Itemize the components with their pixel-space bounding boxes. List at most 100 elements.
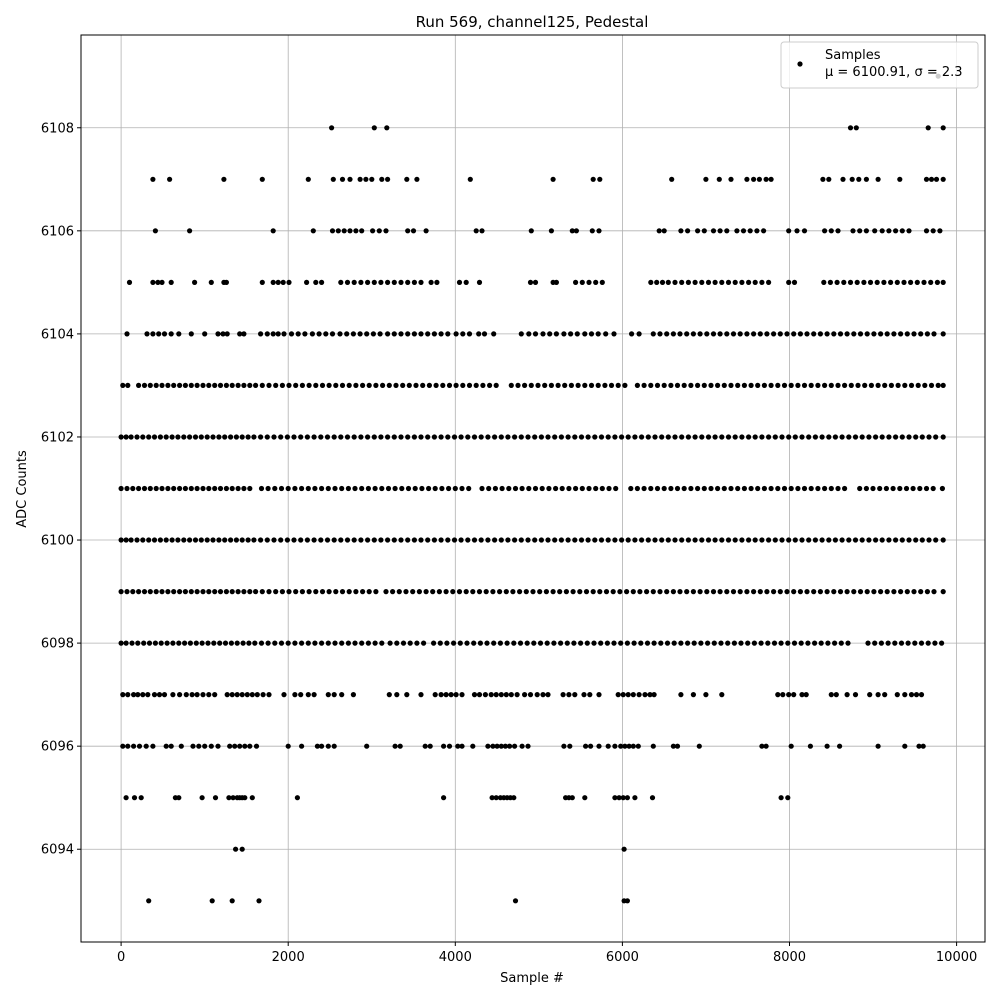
data-point bbox=[371, 537, 377, 543]
y-tick-label: 6104 bbox=[41, 327, 74, 342]
data-point bbox=[259, 176, 265, 182]
data-point bbox=[291, 537, 297, 543]
data-point bbox=[757, 331, 763, 337]
data-point bbox=[147, 589, 153, 595]
data-point bbox=[599, 485, 605, 492]
data-point bbox=[542, 382, 548, 388]
data-point bbox=[792, 434, 798, 440]
data-point bbox=[871, 331, 877, 337]
data-point bbox=[434, 279, 440, 285]
data-point bbox=[786, 279, 792, 285]
data-point bbox=[678, 640, 684, 646]
data-point bbox=[129, 640, 135, 646]
data-point bbox=[668, 485, 674, 492]
data-point bbox=[716, 176, 722, 182]
data-point bbox=[359, 485, 365, 492]
data-point bbox=[890, 485, 896, 492]
data-point bbox=[378, 537, 384, 543]
data-point bbox=[759, 537, 765, 543]
data-point bbox=[584, 640, 590, 646]
data-point bbox=[918, 640, 925, 646]
data-point bbox=[228, 640, 234, 646]
data-point bbox=[764, 331, 770, 337]
data-point bbox=[270, 228, 276, 234]
data-point bbox=[712, 434, 718, 440]
data-point bbox=[217, 640, 223, 646]
data-point bbox=[331, 692, 337, 698]
data-point bbox=[147, 485, 153, 492]
data-point bbox=[612, 743, 618, 749]
data-point bbox=[208, 279, 214, 285]
data-point bbox=[815, 382, 821, 388]
data-point bbox=[717, 228, 723, 234]
data-point bbox=[376, 228, 382, 234]
data-point bbox=[481, 331, 488, 337]
data-point bbox=[387, 640, 393, 646]
data-point bbox=[654, 485, 661, 492]
data-point bbox=[423, 589, 429, 595]
data-point bbox=[578, 434, 585, 440]
data-point bbox=[131, 795, 138, 801]
data-point bbox=[604, 640, 611, 646]
data-point bbox=[744, 589, 750, 595]
data-point bbox=[741, 382, 748, 388]
data-point bbox=[872, 228, 878, 234]
data-point bbox=[926, 537, 932, 543]
data-point bbox=[940, 279, 946, 285]
data-point bbox=[352, 640, 358, 646]
data-point bbox=[418, 331, 424, 337]
data-point bbox=[329, 125, 335, 131]
data-point bbox=[808, 485, 814, 492]
data-point bbox=[459, 692, 465, 698]
data-point bbox=[510, 589, 516, 595]
data-point bbox=[384, 125, 390, 131]
data-point bbox=[891, 331, 897, 337]
x-tick-label: 0 bbox=[117, 950, 125, 965]
data-point bbox=[763, 176, 769, 182]
data-point bbox=[346, 589, 352, 595]
data-point bbox=[293, 382, 299, 388]
data-point bbox=[593, 279, 599, 285]
data-point bbox=[313, 382, 319, 388]
data-point bbox=[430, 589, 436, 595]
data-point bbox=[864, 331, 870, 337]
data-point bbox=[499, 485, 505, 492]
data-point bbox=[622, 743, 628, 749]
data-point bbox=[940, 589, 946, 595]
data-point bbox=[351, 434, 357, 440]
data-point bbox=[169, 434, 175, 440]
data-point bbox=[629, 331, 635, 337]
data-point bbox=[899, 537, 905, 543]
data-point bbox=[511, 640, 517, 646]
data-point bbox=[831, 331, 837, 337]
data-point bbox=[325, 640, 331, 646]
data-point bbox=[383, 589, 389, 595]
data-point bbox=[275, 279, 281, 285]
data-point bbox=[254, 692, 260, 698]
data-point bbox=[620, 795, 626, 801]
data-point bbox=[940, 331, 946, 337]
data-point bbox=[490, 743, 496, 749]
data-point bbox=[359, 640, 365, 646]
data-point bbox=[273, 382, 279, 388]
data-point bbox=[260, 692, 266, 698]
data-point bbox=[437, 640, 443, 646]
data-point bbox=[385, 279, 391, 285]
data-point bbox=[478, 434, 484, 440]
data-point bbox=[772, 434, 778, 440]
data-point bbox=[217, 485, 224, 492]
data-point bbox=[931, 331, 937, 337]
data-point bbox=[835, 382, 841, 388]
data-point bbox=[373, 589, 379, 595]
data-point bbox=[788, 743, 794, 749]
data-point bbox=[906, 434, 912, 440]
data-point bbox=[518, 434, 524, 440]
data-point bbox=[450, 589, 456, 595]
data-point bbox=[543, 589, 550, 595]
data-point bbox=[302, 331, 308, 337]
data-point bbox=[824, 589, 830, 595]
data-point bbox=[879, 537, 885, 543]
data-point bbox=[779, 537, 785, 543]
